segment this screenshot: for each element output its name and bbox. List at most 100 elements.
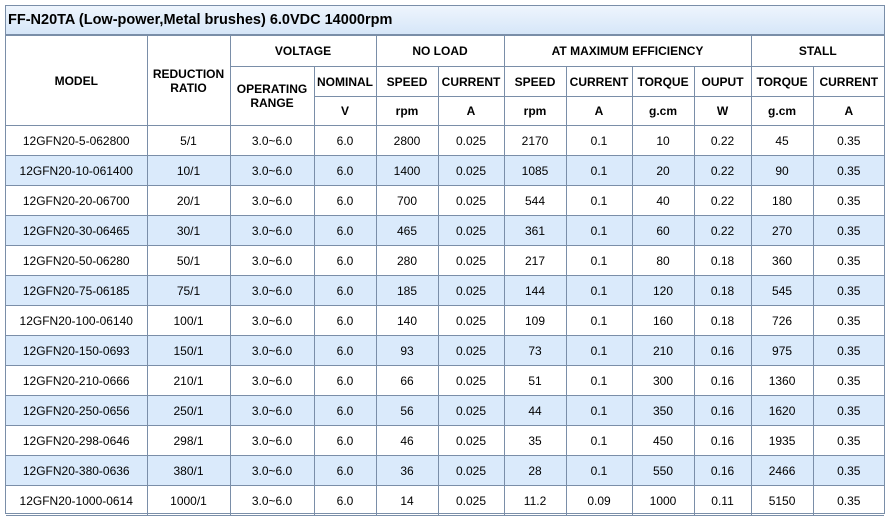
cell-noload-current: 0.025 xyxy=(437,485,505,516)
cell-maxeff-current: 0.1 xyxy=(565,275,633,306)
cell-noload-speed: 465 xyxy=(375,215,439,246)
cell-nominal-voltage: 6.0 xyxy=(313,305,377,336)
cell-noload-speed: 185 xyxy=(375,275,439,306)
table-header: MODEL REDUCTION RATIO VOLTAGE NO LOAD AT… xyxy=(6,35,885,126)
cell-stall-current: 0.35 xyxy=(812,455,885,486)
cell-maxeff-torque: 450 xyxy=(631,425,695,456)
table-row: 12GFN20-210-0666 210/1 3.0~6.0 6.0 66 0.025 51… xyxy=(6,365,885,396)
cell-maxeff-speed: 51 xyxy=(503,365,567,396)
cell-operating-range: 3.0~6.0 xyxy=(229,425,315,456)
header-stall: STALL xyxy=(750,35,885,67)
cell-nominal-voltage: 6.0 xyxy=(313,395,377,426)
cell-model: 12GFN20-210-0666 xyxy=(6,365,148,396)
unit-stall-torque: g.cm xyxy=(750,96,814,126)
cell-maxeff-current: 0.1 xyxy=(565,365,633,396)
cell-stall-torque: 45 xyxy=(750,125,814,156)
cell-maxeff-current: 0.09 xyxy=(565,485,633,516)
cell-noload-speed: 46 xyxy=(375,425,439,456)
unit-maxeff-current: A xyxy=(565,96,633,126)
cell-stall-torque: 975 xyxy=(750,335,814,366)
cell-stall-torque: 180 xyxy=(750,185,814,216)
cell-maxeff-current: 0.1 xyxy=(565,185,633,216)
cell-maxeff-output: 0.18 xyxy=(693,275,752,306)
cell-ratio: 150/1 xyxy=(146,335,231,366)
table-row: 12GFN20-380-0636 380/1 3.0~6.0 6.0 36 0.025 28… xyxy=(6,455,885,486)
unit-stall-current: A xyxy=(812,96,885,126)
cell-noload-current: 0.025 xyxy=(437,155,505,186)
cell-maxeff-torque: 120 xyxy=(631,275,695,306)
cell-maxeff-speed: 2170 xyxy=(503,125,567,156)
header-noload-speed: SPEED xyxy=(375,66,439,97)
cell-maxeff-torque: 1000 xyxy=(631,485,695,516)
cell-nominal-voltage: 6.0 xyxy=(313,485,377,516)
cell-nominal-voltage: 6.0 xyxy=(313,425,377,456)
header-maxeff-output: OUPUT xyxy=(693,66,752,97)
cell-stall-torque: 1935 xyxy=(750,425,814,456)
cell-stall-current: 0.35 xyxy=(812,395,885,426)
cell-noload-current: 0.025 xyxy=(437,275,505,306)
cell-noload-current: 0.025 xyxy=(437,455,505,486)
cell-model: 12GFN20-250-0656 xyxy=(6,395,148,426)
cell-maxeff-torque: 60 xyxy=(631,215,695,246)
cell-operating-range: 3.0~6.0 xyxy=(229,215,315,246)
cell-maxeff-speed: 44 xyxy=(503,395,567,426)
cell-maxeff-torque: 300 xyxy=(631,365,695,396)
cell-noload-current: 0.025 xyxy=(437,125,505,156)
cell-maxeff-current: 0.1 xyxy=(565,125,633,156)
cell-model: 12GFN20-75-06185 xyxy=(6,275,148,306)
unit-maxeff-output: W xyxy=(693,96,752,126)
cell-operating-range: 3.0~6.0 xyxy=(229,245,315,276)
cell-maxeff-output: 0.22 xyxy=(693,125,752,156)
cell-maxeff-output: 0.16 xyxy=(693,425,752,456)
header-stall-current: CURRENT xyxy=(812,66,885,97)
cell-model: 12GFN20-5-062800 xyxy=(6,125,148,156)
cell-noload-speed: 700 xyxy=(375,185,439,216)
header-no-load: NO LOAD xyxy=(375,35,505,67)
cell-stall-torque: 360 xyxy=(750,245,814,276)
cell-noload-speed: 93 xyxy=(375,335,439,366)
header-nominal: NOMINAL xyxy=(313,66,377,97)
cell-maxeff-current: 0.1 xyxy=(565,305,633,336)
cell-noload-speed: 280 xyxy=(375,245,439,276)
table-row: 12GFN20-250-0656 250/1 3.0~6.0 6.0 56 0.025 44… xyxy=(6,395,885,426)
cell-operating-range: 3.0~6.0 xyxy=(229,455,315,486)
cell-maxeff-current: 0.1 xyxy=(565,395,633,426)
cell-maxeff-torque: 160 xyxy=(631,305,695,336)
cell-ratio: 1000/1 xyxy=(146,485,231,516)
cell-nominal-voltage: 6.0 xyxy=(313,455,377,486)
cell-maxeff-current: 0.1 xyxy=(565,215,633,246)
cell-noload-current: 0.025 xyxy=(437,215,505,246)
cell-operating-range: 3.0~6.0 xyxy=(229,155,315,186)
unit-maxeff-speed: rpm xyxy=(503,96,567,126)
cell-nominal-voltage: 6.0 xyxy=(313,155,377,186)
cell-maxeff-current: 0.1 xyxy=(565,455,633,486)
cell-maxeff-torque: 350 xyxy=(631,395,695,426)
cell-maxeff-current: 0.1 xyxy=(565,425,633,456)
cell-operating-range: 3.0~6.0 xyxy=(229,185,315,216)
cell-operating-range: 3.0~6.0 xyxy=(229,335,315,366)
cell-nominal-voltage: 6.0 xyxy=(313,365,377,396)
cell-maxeff-output: 0.22 xyxy=(693,155,752,186)
cell-maxeff-output: 0.18 xyxy=(693,245,752,276)
cell-stall-current: 0.35 xyxy=(812,125,885,156)
table-row: 12GFN20-30-06465 30/1 3.0~6.0 6.0 465 0.025 36… xyxy=(6,215,885,246)
cell-stall-torque: 1360 xyxy=(750,365,814,396)
spec-table: MODEL REDUCTION RATIO VOLTAGE NO LOAD AT… xyxy=(6,35,885,516)
cell-ratio: 75/1 xyxy=(146,275,231,306)
table-row: 12GFN20-100-06140 100/1 3.0~6.0 6.0 140 0.025… xyxy=(6,305,885,336)
cell-model: 12GFN20-1000-0614 xyxy=(6,485,148,516)
cell-model: 12GFN20-30-06465 xyxy=(6,215,148,246)
cell-nominal-voltage: 6.0 xyxy=(313,215,377,246)
cell-stall-torque: 1620 xyxy=(750,395,814,426)
cell-stall-current: 0.35 xyxy=(812,215,885,246)
cell-stall-current: 0.35 xyxy=(812,425,885,456)
cell-maxeff-torque: 40 xyxy=(631,185,695,216)
cell-noload-speed: 140 xyxy=(375,305,439,336)
cell-stall-current: 0.35 xyxy=(812,335,885,366)
cell-nominal-voltage: 6.0 xyxy=(313,245,377,276)
cell-ratio: 5/1 xyxy=(146,125,231,156)
header-model: MODEL xyxy=(6,35,148,126)
cell-maxeff-torque: 80 xyxy=(631,245,695,276)
cell-maxeff-output: 0.16 xyxy=(693,335,752,366)
cell-model: 12GFN20-150-0693 xyxy=(6,335,148,366)
